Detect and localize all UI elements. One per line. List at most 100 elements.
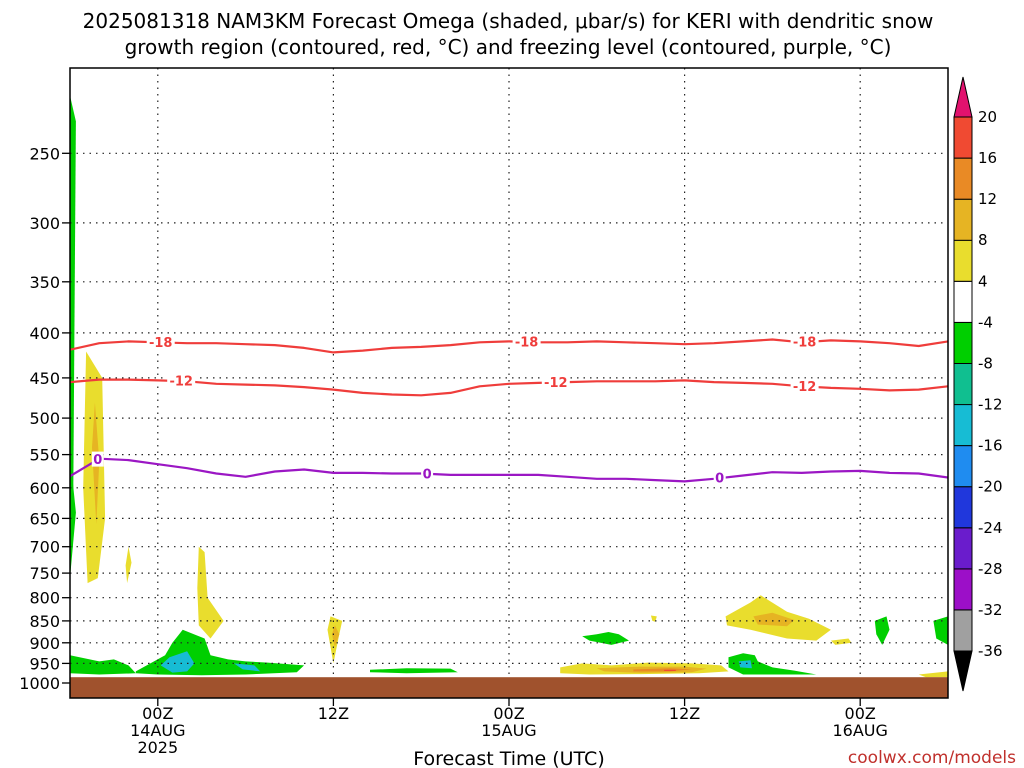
y-tick-label: 600 (29, 479, 60, 498)
y-tick-label: 350 (29, 273, 60, 292)
colorbar-top-arrow (953, 76, 973, 118)
y-tick-label: 900 (29, 634, 60, 653)
contour-line-2 (70, 457, 948, 483)
colorbar-tick-label: 4 (978, 272, 988, 290)
omega-region-23 (738, 660, 752, 669)
omega-region-9 (233, 663, 261, 672)
omega-region-13 (582, 632, 629, 645)
contour-label: 0 (715, 472, 724, 487)
y-tick-label: 1000 (19, 674, 60, 693)
contour-label-bg (146, 334, 175, 350)
colorbar-tick-label: -32 (978, 601, 1003, 619)
omega-region-17 (664, 669, 676, 671)
x-tick-year: 2025 (137, 738, 178, 757)
omega-region-16 (633, 668, 692, 672)
contour-label-bg (790, 334, 819, 350)
surface-band (70, 677, 948, 698)
omega-region-11 (331, 625, 340, 647)
y-tick-label: 400 (29, 324, 60, 343)
y-tick-label: 250 (29, 144, 60, 163)
gridlines (70, 68, 948, 698)
y-tick-label: 700 (29, 538, 60, 557)
contour-label: 0 (93, 453, 102, 468)
contour-label: -12 (793, 380, 817, 395)
colorbar-segment (953, 116, 973, 159)
colorbar-segment (953, 280, 973, 323)
omega-region-25 (933, 616, 948, 645)
contour-label: 0 (423, 467, 432, 482)
colorbar-segment (953, 568, 973, 611)
colorbar-tick-label: 8 (978, 231, 988, 249)
x-tick-label: 00Z (142, 704, 173, 723)
colorbar-segment (953, 198, 973, 241)
omega-region-5 (197, 546, 224, 639)
contour-labels: -18 -18 -18 -12 -12 -12 0 0 0 (91, 333, 819, 487)
x-tick-label: 00Z (845, 704, 876, 723)
y-tick-label: 450 (29, 369, 60, 388)
chart-title-line-2: growth region (contoured, red, °C) and f… (125, 35, 892, 59)
colorbar-tick-label: -4 (978, 313, 993, 331)
colorbar-tick-label: -12 (978, 396, 1003, 414)
x-axis-label: Forecast Time (UTC) (413, 748, 604, 768)
contour-label: -18 (793, 336, 817, 351)
colorbar-segment (953, 486, 973, 529)
colorbar: -36 -32 -28 -24 -20 -16 -12 -8 -4 4 8 12 16 20 (953, 76, 1003, 692)
y-tick-label: 500 (29, 409, 60, 428)
contour-label: -12 (544, 376, 568, 391)
omega-region-22 (728, 653, 817, 675)
credit-text: coolwx.com/models (848, 748, 1016, 768)
colorbar-tick-label: -28 (978, 560, 1003, 578)
y-tick-label: 750 (29, 564, 60, 583)
x-tick-date: 15AUG (481, 721, 536, 740)
y-tick-label: 800 (29, 589, 60, 608)
x-tick-label: 12Z (318, 704, 349, 723)
omega-region-20 (753, 612, 795, 627)
colorbar-segment (953, 609, 973, 652)
y-tick-label: 300 (29, 214, 60, 233)
x-tick-date: 14AUG (130, 721, 185, 740)
colorbar-segment (953, 321, 973, 364)
y-tick-label: 550 (29, 446, 60, 465)
colorbar-segment (953, 157, 973, 200)
contour-label: -12 (169, 375, 193, 390)
omega-region-0 (70, 95, 76, 555)
omega-region-4 (125, 546, 132, 584)
colorbar-segment (953, 527, 973, 570)
colorbar-tick-label: 16 (978, 149, 997, 167)
colorbar-segment (953, 404, 973, 447)
colorbar-tick-label: 20 (978, 108, 997, 126)
colorbar-tick-label: -16 (978, 437, 1003, 455)
contour-label-bg (541, 374, 570, 390)
contour-label: -18 (149, 336, 173, 351)
omega-region-24 (874, 616, 890, 645)
y-axis: 250 300 350 400 450 500 550 600 650 700 750 800 850 9… (19, 144, 70, 693)
colorbar-segment (953, 445, 973, 488)
y-tick-label: 850 (29, 612, 60, 631)
colorbar-bottom-arrow (953, 650, 973, 692)
colorbar-tick-label: 12 (978, 190, 997, 208)
colorbar-tick-label: -20 (978, 478, 1003, 496)
omega-region-8 (160, 651, 195, 673)
x-tick-label: 00Z (493, 704, 524, 723)
contour-label-bg (790, 378, 819, 394)
x-tick-label: 12Z (669, 704, 700, 723)
colorbar-tick-label: -36 (978, 642, 1003, 660)
y-tick-label: 950 (29, 654, 60, 673)
colorbar-tick-label: -24 (978, 519, 1003, 537)
omega-region-7 (135, 629, 305, 676)
chart-title-line-1: 2025081318 NAM3KM Forecast Omega (shaded… (83, 9, 934, 33)
surface-layer (70, 677, 948, 698)
contour-label-bg (421, 465, 434, 481)
contour-label-bg (713, 470, 726, 486)
omega-region-21 (830, 638, 852, 645)
contour-label: -18 (515, 335, 539, 350)
omega-region-26 (918, 671, 948, 678)
contour-label-bg (91, 451, 104, 467)
colorbar-segment (953, 239, 973, 282)
y-tick-label: 650 (29, 509, 60, 528)
colorbar-segment (953, 363, 973, 406)
omega-region-12 (370, 668, 458, 674)
x-tick-date: 16AUG (832, 721, 887, 740)
